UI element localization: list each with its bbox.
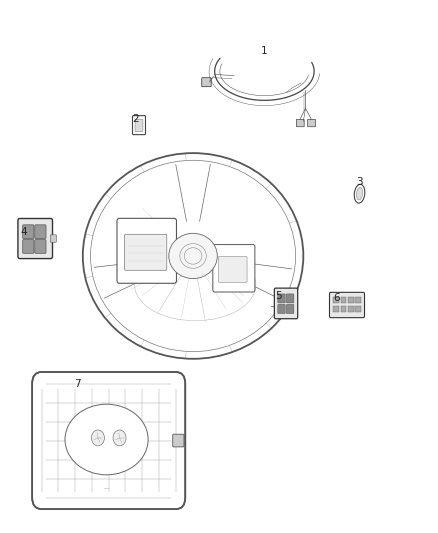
FancyBboxPatch shape: [124, 235, 167, 270]
Text: 4: 4: [20, 227, 27, 237]
FancyBboxPatch shape: [23, 240, 34, 253]
Text: 5: 5: [276, 290, 282, 301]
FancyBboxPatch shape: [307, 119, 315, 127]
Ellipse shape: [357, 188, 363, 200]
FancyBboxPatch shape: [329, 292, 364, 318]
FancyBboxPatch shape: [213, 245, 255, 292]
Ellipse shape: [113, 430, 126, 446]
Bar: [348, 306, 354, 312]
Text: 3: 3: [356, 177, 363, 187]
Ellipse shape: [92, 430, 104, 446]
FancyBboxPatch shape: [23, 225, 34, 239]
Text: 6: 6: [333, 293, 340, 303]
Bar: [341, 297, 346, 303]
Text: 7: 7: [74, 378, 81, 389]
Bar: [333, 306, 339, 312]
Ellipse shape: [169, 233, 217, 279]
Ellipse shape: [65, 404, 148, 475]
Text: —: —: [104, 486, 110, 491]
Ellipse shape: [354, 184, 365, 203]
Bar: [355, 297, 361, 303]
FancyBboxPatch shape: [218, 256, 247, 282]
Bar: [348, 297, 354, 303]
FancyBboxPatch shape: [32, 372, 185, 509]
FancyBboxPatch shape: [286, 294, 294, 303]
Bar: [355, 306, 361, 312]
FancyBboxPatch shape: [135, 119, 143, 132]
FancyBboxPatch shape: [50, 235, 57, 242]
FancyBboxPatch shape: [278, 304, 285, 313]
FancyBboxPatch shape: [202, 78, 211, 87]
FancyBboxPatch shape: [286, 304, 294, 313]
FancyBboxPatch shape: [133, 116, 145, 135]
FancyBboxPatch shape: [173, 434, 184, 447]
FancyBboxPatch shape: [117, 219, 177, 283]
FancyBboxPatch shape: [18, 219, 53, 259]
FancyBboxPatch shape: [274, 288, 298, 319]
FancyBboxPatch shape: [35, 240, 46, 253]
FancyBboxPatch shape: [35, 225, 46, 239]
Bar: [341, 306, 346, 312]
FancyBboxPatch shape: [297, 119, 304, 127]
Text: 2: 2: [133, 114, 139, 124]
Text: 1: 1: [261, 46, 268, 56]
FancyBboxPatch shape: [278, 294, 285, 303]
Bar: [333, 297, 339, 303]
